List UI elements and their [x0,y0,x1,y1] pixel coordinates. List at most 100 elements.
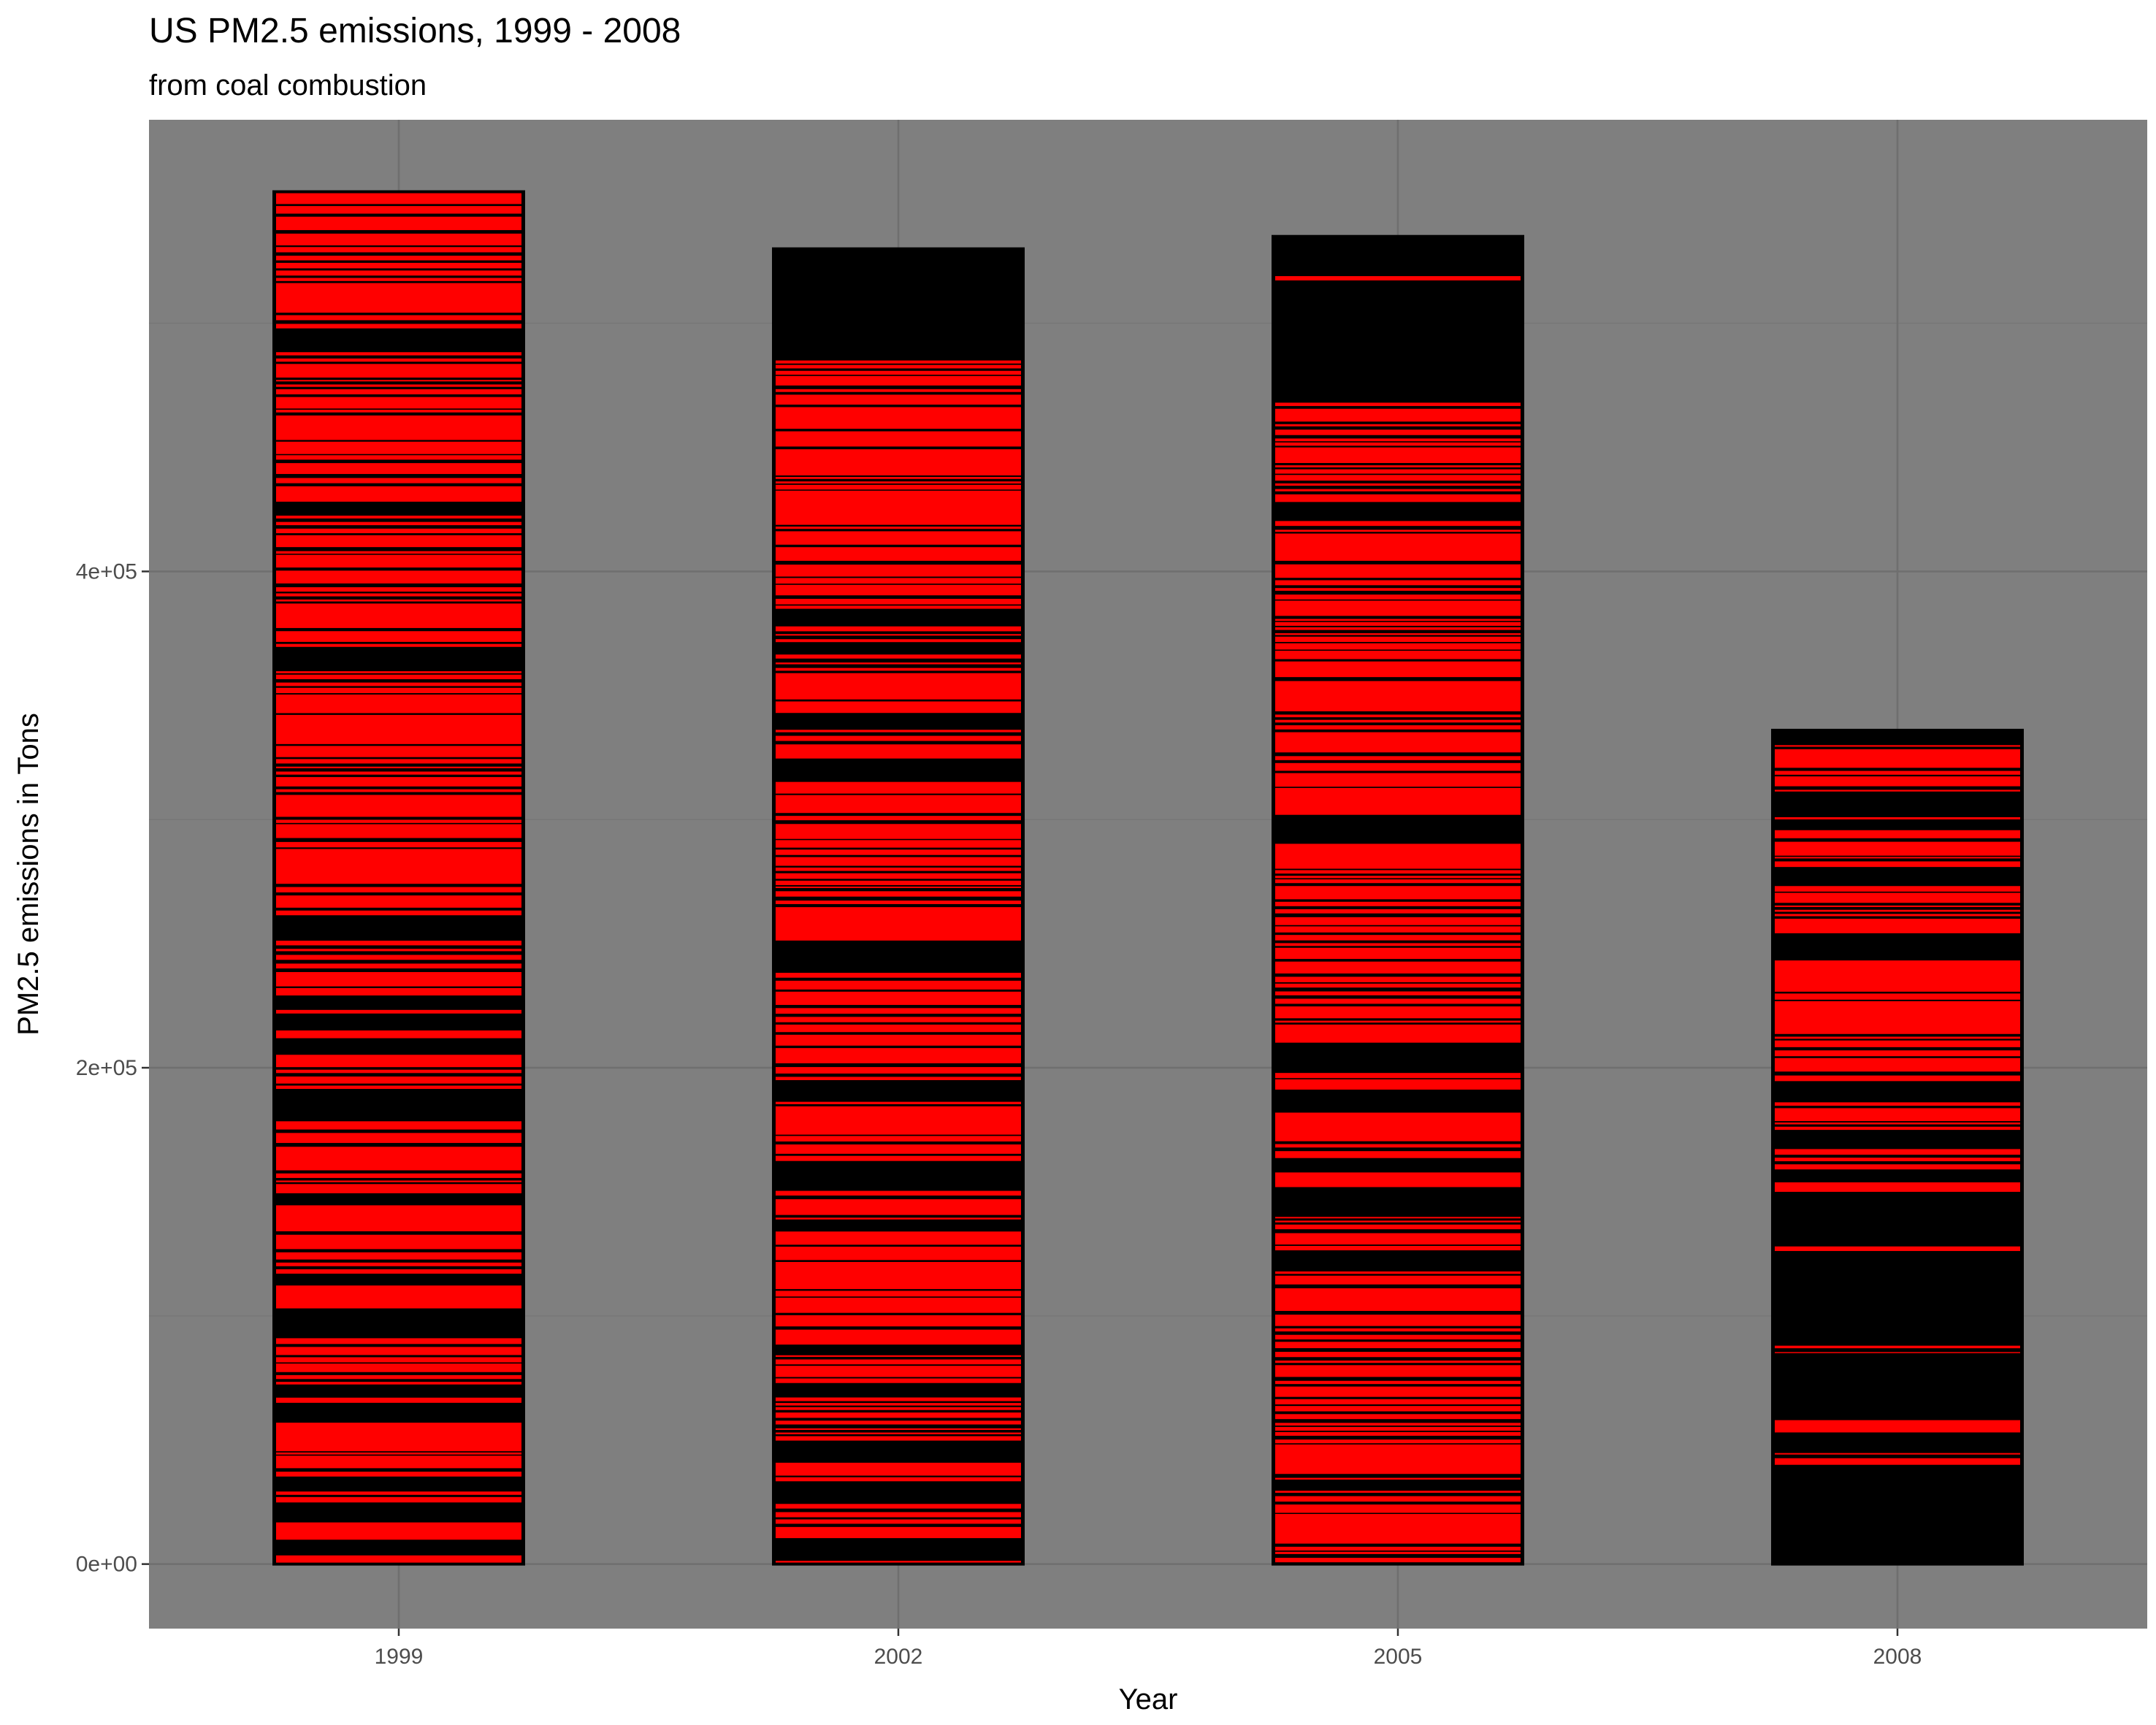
bar-segment [776,1106,1021,1135]
bar-segment [1775,1420,2020,1433]
bar-2008 [1771,728,2024,1566]
bar-segment [776,1519,1021,1524]
bar-segment [1275,1352,1521,1358]
bar-segment [776,605,1021,609]
bar-segment [1775,905,2020,907]
bar-segment [1775,789,2020,792]
bar-segment [1275,1423,1521,1426]
bar-segment [1275,1504,1521,1513]
bar-segment [1275,1334,1521,1340]
bar [1273,236,1523,1564]
bar-segment [1275,714,1521,718]
bar-segment [776,370,1021,375]
bar-segment [276,521,521,526]
bar-segment [276,233,521,246]
bar-segment [1775,1246,2020,1251]
y-tick-label: 0e+00 [76,1553,137,1577]
bar-segment [276,895,521,908]
bar-segment [776,701,1021,714]
bar-segment [776,1199,1021,1215]
bar-segment [776,1217,1021,1220]
bar-segment [276,463,521,475]
bar-segment [776,598,1021,605]
bar-segment [776,1136,1021,1142]
bar-segment [1775,1453,2020,1455]
bar-segment [1775,745,2020,747]
bar-segment [1275,1360,1521,1363]
bar-segment [276,283,521,313]
bar-segment [1275,1444,1521,1475]
bar-segment [1275,636,1521,643]
bar-segment [276,1147,521,1171]
bar-segment [1275,1275,1521,1285]
bar-segment [1275,489,1521,492]
bar-segment [776,1290,1021,1297]
bar-segment [1775,1050,2020,1057]
bar-segment [776,484,1021,490]
bar-segment [1275,600,1521,616]
bar-segment [776,849,1021,855]
bar-segment [1775,1458,2020,1465]
bar-segment [1775,1182,2020,1192]
bar-segment [776,431,1021,447]
bar-segment [1775,1158,2020,1162]
bar-segment [1275,1006,1521,1019]
bar-segment [1275,1073,1521,1079]
bar-segment [276,819,521,823]
bar-segment [776,584,1021,596]
bar-segment [276,389,521,394]
bar-segment [776,547,1021,561]
bar-segment [776,1359,1021,1365]
bar-segment [276,397,521,409]
bar-segment [276,631,521,642]
bar-segment [1275,465,1521,467]
bar-segment [1775,1108,2020,1122]
bar-segment [776,531,1021,545]
bar-segment [1275,276,1521,280]
bar-segment [1275,447,1521,463]
bar-segment [1275,1288,1521,1312]
bar-segment [1275,1020,1521,1023]
bar-segment [776,824,1021,839]
x-tick-label: 2005 [1374,1645,1423,1669]
bar-segment [1275,1406,1521,1412]
bar-segment [1275,588,1521,591]
bar-segment [1775,960,2020,992]
bar-segment [1275,773,1521,787]
bar-segment [276,570,521,584]
bar-segment [276,1184,521,1193]
bar-segment [1775,892,2020,903]
bar-segment [276,603,521,628]
bar-segment [276,746,521,757]
bar-segment [276,315,521,321]
bar-segment [776,1076,1021,1081]
bar-segment [776,816,1021,821]
bar-segment [776,490,1021,525]
bar-segment [776,1144,1021,1154]
bar-outline [772,247,1025,1566]
bar-segment [276,191,521,204]
bar-segment [1775,816,2020,819]
x-axis-title: Year [1119,1683,1178,1716]
bar-segment [276,551,521,554]
x-tick-label: 2002 [874,1645,923,1669]
bar-segment [276,671,521,673]
bar-segment [1275,627,1521,630]
bar-segment [776,1067,1021,1074]
bar-segment [1275,1546,1521,1551]
bar-segment [776,1403,1021,1406]
bar-segment [276,1363,521,1372]
bar-segment [776,1247,1021,1261]
bar-segment [776,1155,1021,1161]
bar-segment [1275,1217,1521,1219]
bar-segment [276,358,521,362]
bar-segment [276,1009,521,1014]
bar-segment [276,759,521,764]
bar-segment [776,364,1021,369]
bar-segment [276,887,521,892]
bar-segment [276,352,521,356]
bar-segment [276,1555,521,1564]
bar-segment [1275,402,1521,406]
y-tick-label: 4e+05 [76,559,137,584]
bar-segment [1275,879,1521,884]
